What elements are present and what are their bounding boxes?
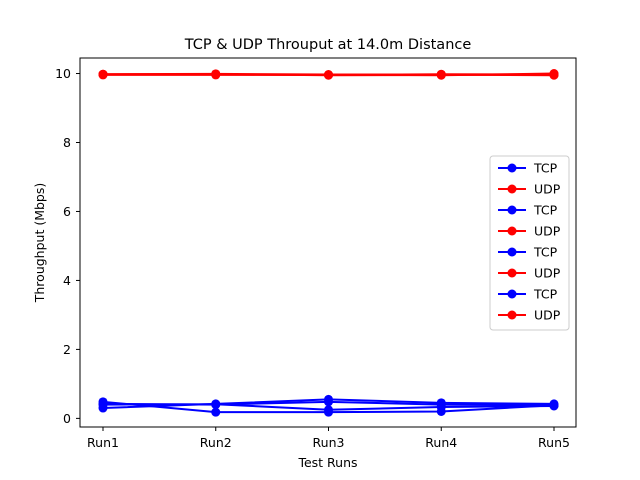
data-point [549, 401, 559, 411]
legend-marker [507, 184, 517, 194]
legend-marker [507, 163, 517, 173]
legend-label: UDP [534, 224, 561, 239]
legend-marker [507, 247, 517, 257]
legend-label: TCP [533, 245, 558, 260]
legend-item: UDP [498, 224, 561, 239]
data-point [436, 69, 446, 79]
x-tick-label: Run5 [538, 435, 570, 450]
y-axis-label: Throughput (Mbps) [32, 183, 47, 304]
legend-label: UDP [534, 308, 561, 323]
series-udp-8 [98, 69, 559, 80]
legend-item: UDP [498, 308, 561, 323]
legend-box [489, 155, 570, 331]
y-tick-label: 4 [63, 273, 71, 288]
data-point [211, 407, 221, 417]
legend-label: TCP [533, 287, 558, 302]
legend-marker [507, 268, 517, 278]
legend-item: TCP [498, 245, 558, 260]
x-tick-label: Run3 [313, 435, 345, 450]
series-tcp-7 [98, 399, 559, 415]
legend: TCP UDP TCP UDP TCP UDP TCP UDP [489, 155, 570, 331]
y-tick-label: 0 [63, 411, 71, 426]
legend-label: UDP [534, 266, 561, 281]
data-point [98, 400, 108, 410]
data-point [211, 70, 221, 80]
legend-item: TCP [498, 287, 558, 302]
data-point [98, 69, 108, 79]
data-point [436, 402, 446, 412]
series-layer [98, 69, 559, 417]
legend-label: TCP [533, 203, 558, 218]
y-tick-label: 8 [63, 135, 71, 150]
x-tick-label: Run2 [200, 435, 232, 450]
legend-item: UDP [498, 182, 561, 197]
data-point [324, 405, 333, 415]
y-tick-label: 10 [55, 66, 71, 81]
legend-item: TCP [498, 203, 558, 218]
x-axis-label: Test Runs [297, 455, 357, 470]
x-tick-label: Run4 [425, 435, 457, 450]
legend-marker [507, 226, 517, 236]
data-point [549, 70, 559, 80]
data-point [324, 70, 333, 80]
x-tick-label: Run1 [87, 435, 119, 450]
legend-label: UDP [534, 182, 561, 197]
y-tick-label: 2 [63, 342, 71, 357]
data-point [324, 397, 333, 407]
legend-marker [507, 310, 517, 320]
y-tick-label: 6 [63, 204, 71, 219]
legend-label: TCP [533, 161, 558, 176]
legend-marker [507, 205, 517, 215]
plot-frame [79, 57, 577, 428]
data-point [211, 399, 221, 409]
legend-item: TCP [498, 161, 558, 176]
legend-marker [507, 289, 517, 299]
chart-title: TCP & UDP Throuput at 14.0m Distance [184, 37, 472, 53]
axes-layer: Run1 Run2 Run3 Run4 Run5 0 2 4 6 8 10 [55, 66, 570, 450]
legend-item: UDP [498, 266, 561, 281]
